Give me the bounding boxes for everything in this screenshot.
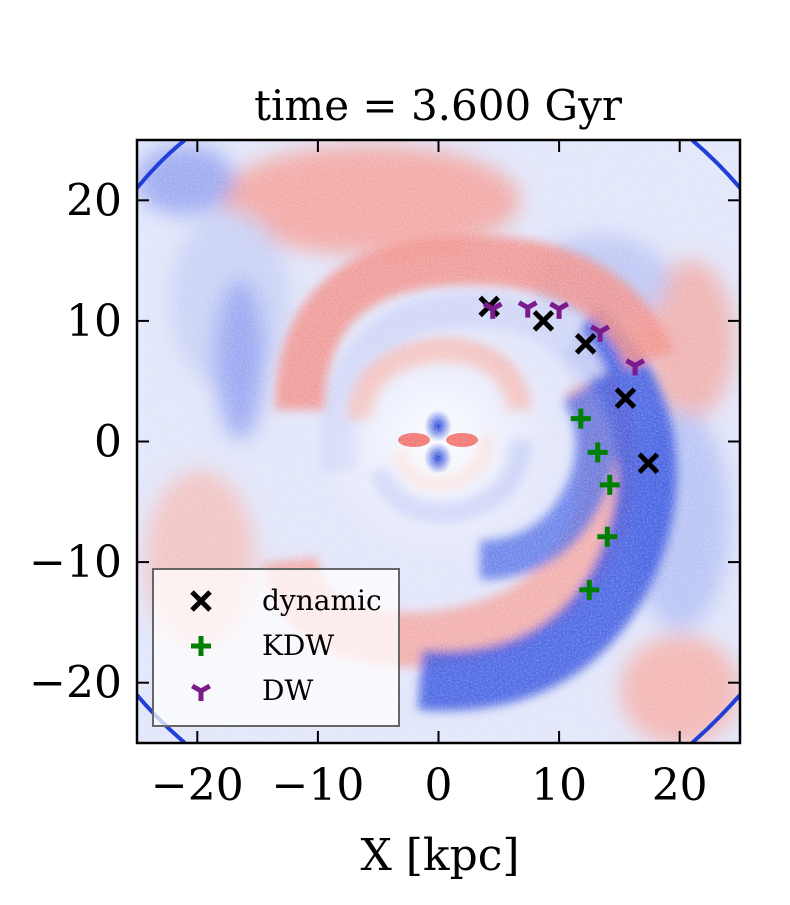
markers — [478, 295, 660, 600]
kdw-point — [599, 474, 620, 495]
density-map — [137, 140, 740, 743]
dynamic-point — [532, 310, 555, 332]
dynamic-point — [614, 387, 637, 409]
x-tick-label: 10 — [531, 760, 587, 811]
y-tick-label: 20 — [66, 175, 122, 226]
dynamic-point — [574, 333, 597, 355]
y-tick-label: −10 — [29, 537, 122, 588]
dw-point — [517, 300, 538, 318]
x-tick-label: 20 — [652, 760, 708, 811]
ticks: −20 −10 0 10 20 20 10 0 −10 −20 — [29, 140, 740, 811]
legend-marker-dynamic — [190, 590, 212, 612]
legend-label-dw: DW — [262, 674, 313, 707]
kdw-point — [570, 408, 591, 429]
legend: dynamic KDW DW — [152, 568, 400, 727]
y-tick-label: 10 — [66, 296, 122, 347]
kdw-point — [597, 526, 618, 547]
x-tick-label: −10 — [271, 760, 364, 811]
legend-marker-dw — [191, 683, 211, 701]
x-tick-label: −20 — [151, 760, 244, 811]
dynamic-point — [637, 452, 660, 474]
x-tick-label: 0 — [425, 760, 453, 811]
dw-point — [590, 324, 611, 342]
y-tick-label: −20 — [29, 658, 122, 709]
x-axis-label: X [kpc] — [360, 830, 519, 881]
dw-point — [625, 358, 646, 376]
legend-label-kdw: KDW — [262, 629, 334, 662]
chart-title: time = 3.600 Gyr — [254, 81, 623, 130]
dw-point — [482, 301, 503, 319]
legend-marker-kdw — [191, 636, 211, 656]
y-tick-label: 0 — [94, 417, 122, 468]
kdw-point — [587, 442, 608, 463]
kdw-point — [579, 579, 600, 600]
dw-point — [549, 301, 570, 319]
legend-label-dynamic: dynamic — [262, 584, 382, 617]
